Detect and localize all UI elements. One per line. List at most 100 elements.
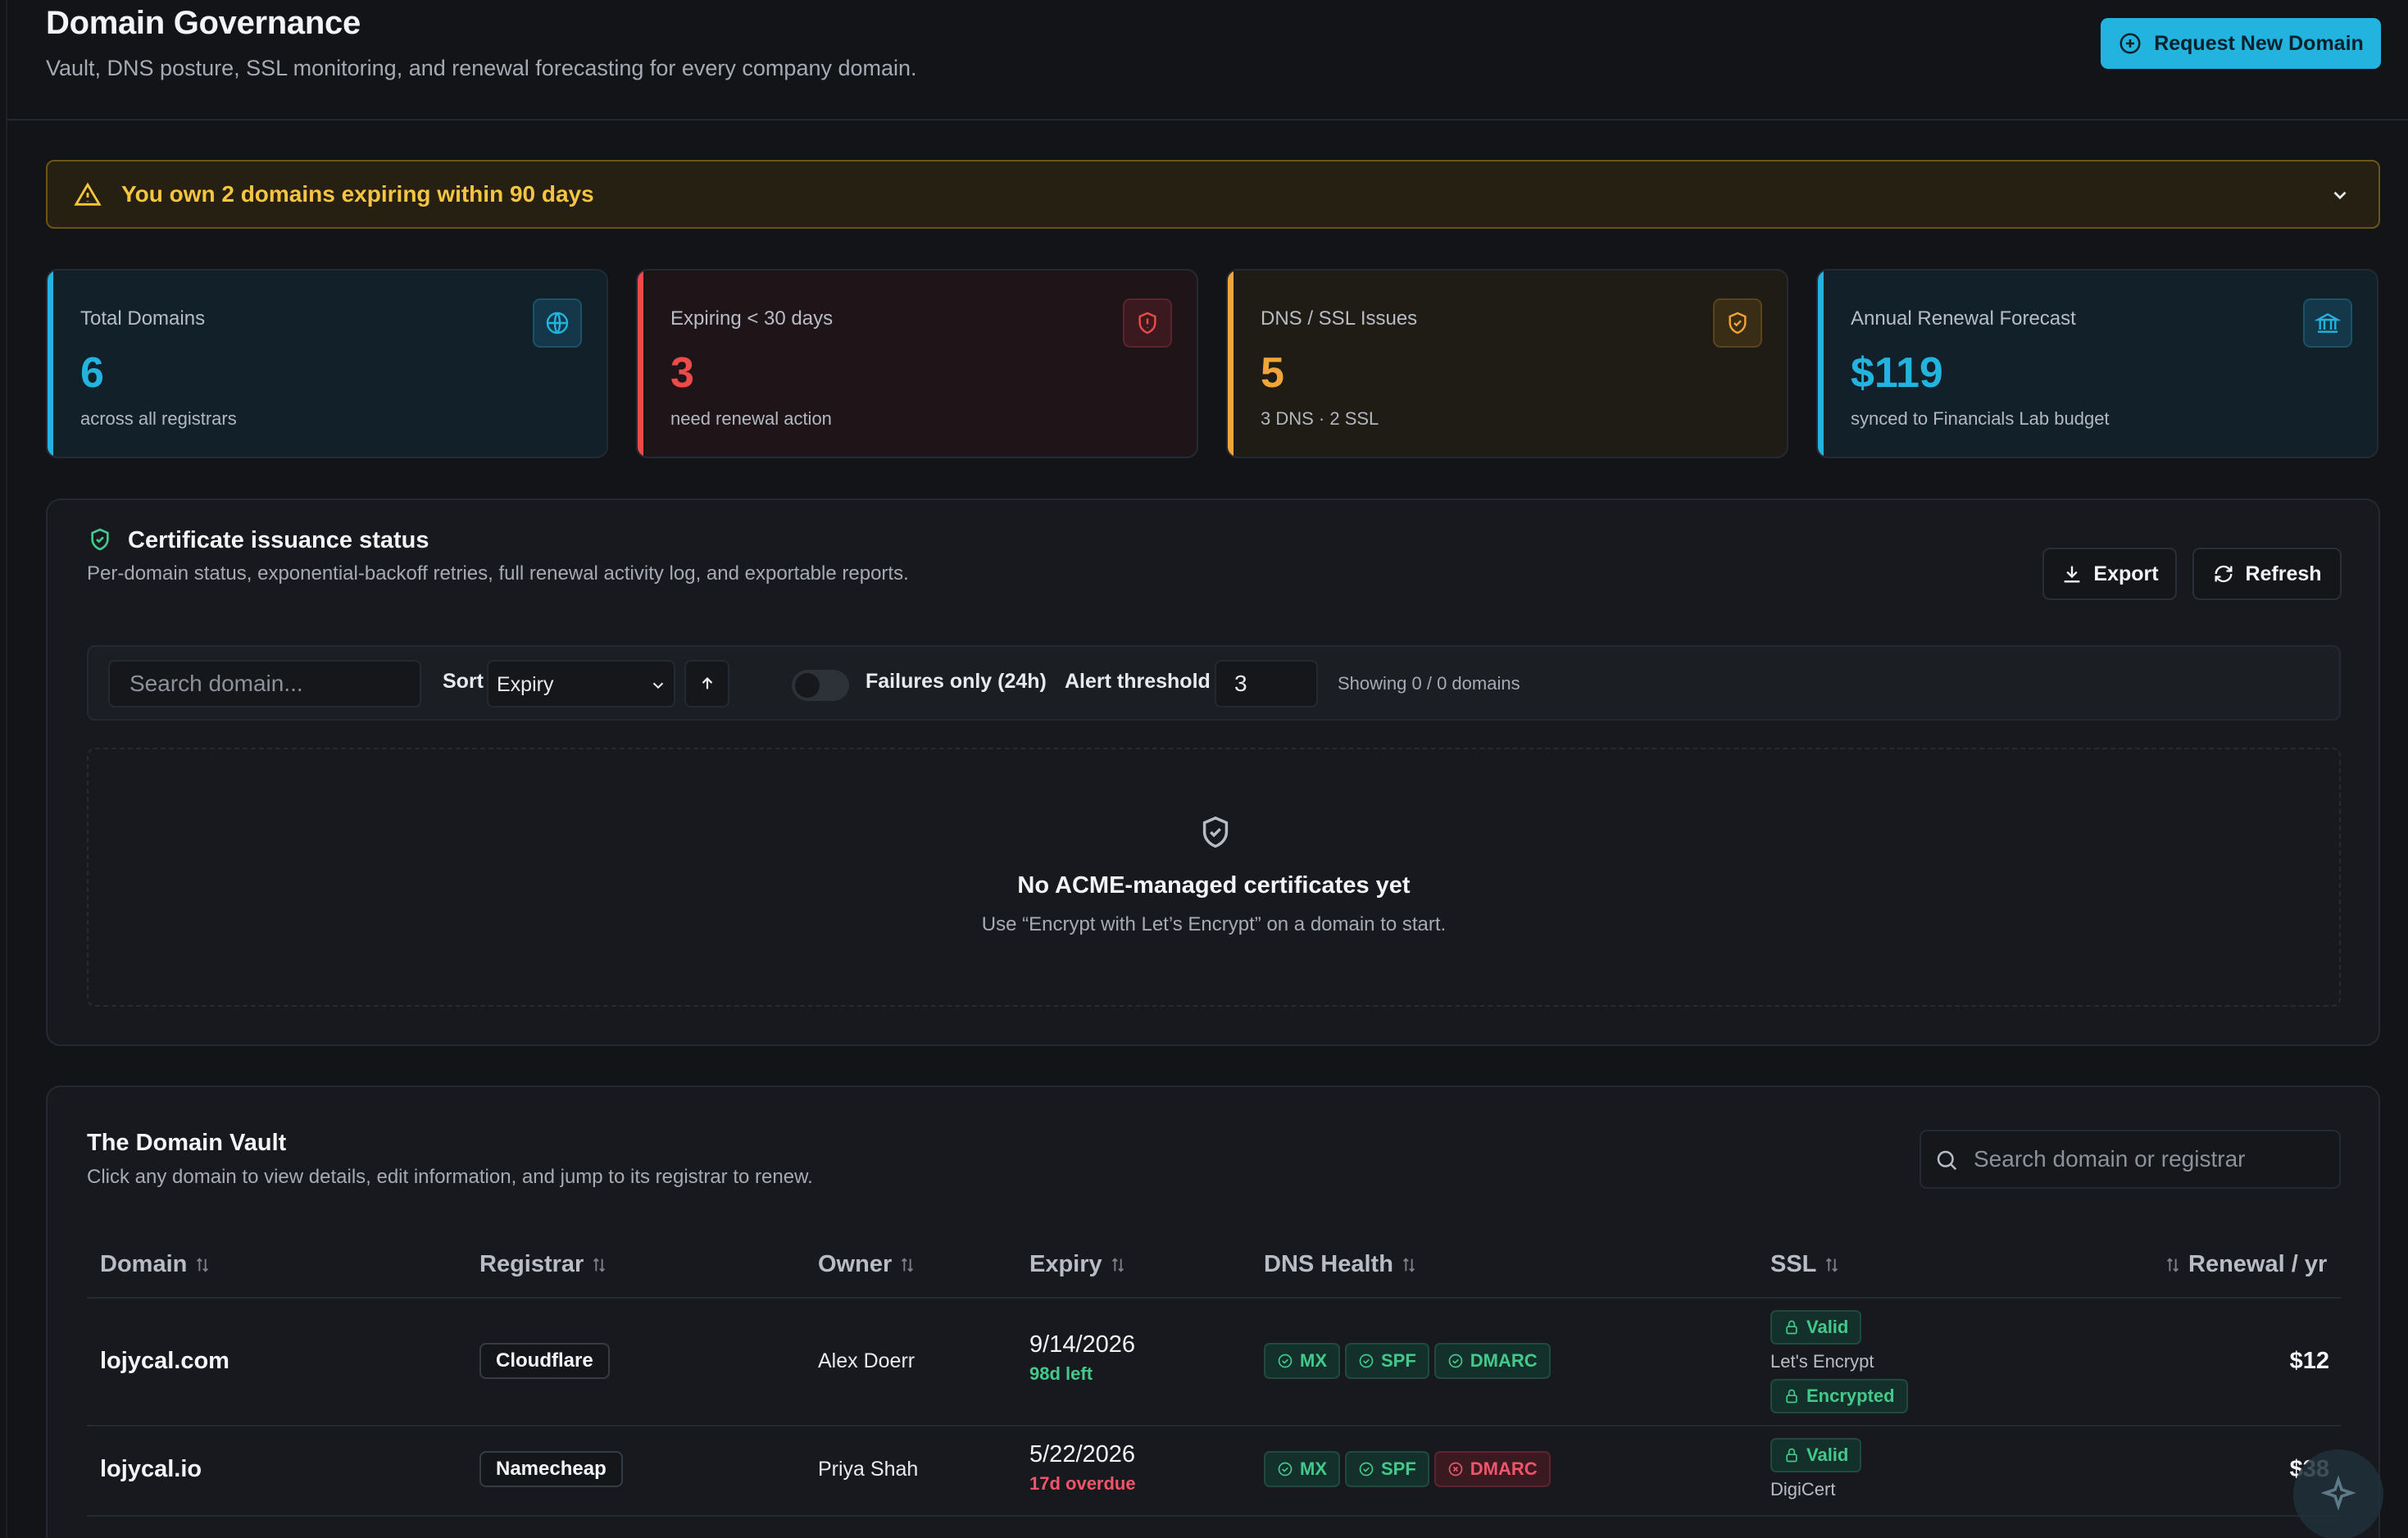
chip-label: MX bbox=[1300, 1350, 1327, 1371]
column-header-renewal[interactable]: Renewal / yr bbox=[2164, 1251, 2327, 1278]
stat-value: 5 bbox=[1261, 349, 1284, 397]
stat-card-expiring: Expiring < 30 days 3 need renewal action bbox=[636, 269, 1198, 458]
column-header-registrar[interactable]: Registrar bbox=[479, 1251, 608, 1278]
shield-check-icon bbox=[1202, 816, 1229, 849]
warning-icon bbox=[74, 182, 102, 206]
lock-icon bbox=[1786, 1389, 1797, 1404]
assistant-fab-button[interactable] bbox=[2293, 1449, 2383, 1538]
row-2-domain[interactable]: lojycal.io bbox=[100, 1456, 202, 1482]
stat-value: 6 bbox=[80, 349, 104, 397]
alert-threshold-label: Alert threshold bbox=[1065, 670, 1211, 693]
ssl-valid-badge: Valid bbox=[1770, 1438, 1862, 1472]
sparkle-icon bbox=[2320, 1475, 2356, 1511]
chip-label: MX bbox=[1300, 1458, 1327, 1479]
expiry-date: 9/14/2026 bbox=[1029, 1331, 1136, 1358]
row-1-renewal: $12 bbox=[2289, 1348, 2329, 1374]
showing-count: Showing 0 / 0 domains bbox=[1338, 673, 1520, 694]
page-header: Domain Governance Vault, DNS posture, SS… bbox=[7, 0, 2408, 121]
stat-value: 3 bbox=[670, 349, 694, 397]
row-2-expiry: 5/22/2026 17d overdue bbox=[1029, 1441, 1136, 1495]
column-header-dns-health[interactable]: DNS Health bbox=[1264, 1251, 1418, 1278]
column-header-owner[interactable]: Owner bbox=[818, 1251, 916, 1278]
refresh-button[interactable]: Refresh bbox=[2192, 548, 2342, 600]
sort-icon bbox=[2166, 1257, 2179, 1272]
empty-state: No ACME-managed certificates yet Use “En… bbox=[87, 748, 2341, 1007]
column-header-ssl[interactable]: SSL bbox=[1770, 1251, 1841, 1278]
dns-dmarc-chip: DMARC bbox=[1433, 1343, 1551, 1379]
bank-icon bbox=[2303, 298, 2352, 348]
cert-panel-subtitle: Per-domain status, exponential-backoff r… bbox=[87, 562, 909, 585]
chip-label: SPF bbox=[1381, 1350, 1416, 1371]
dns-spf-chip: SPF bbox=[1345, 1343, 1429, 1379]
expiry-date: 5/22/2026 bbox=[1029, 1441, 1136, 1467]
sort-icon bbox=[1826, 1257, 1838, 1272]
dns-mx-chip: MX bbox=[1264, 1343, 1340, 1379]
chip-label: SPF bbox=[1381, 1458, 1416, 1479]
stat-label: Annual Renewal Forecast bbox=[1851, 307, 2076, 330]
request-new-domain-button[interactable]: Request New Domain bbox=[2101, 18, 2381, 69]
column-label: Registrar bbox=[479, 1251, 584, 1277]
sort-select[interactable]: Expiry bbox=[487, 660, 675, 708]
failures-only-toggle[interactable] bbox=[792, 670, 849, 701]
stat-card-dns-ssl-issues: DNS / SSL Issues 5 3 DNS · 2 SSL bbox=[1226, 269, 1788, 458]
shield-check-icon bbox=[91, 528, 109, 551]
sort-direction-button[interactable] bbox=[684, 660, 729, 708]
search-icon bbox=[1937, 1150, 1957, 1171]
stat-value: $119 bbox=[1851, 349, 1943, 397]
ssl-encrypted-badge: Encrypted bbox=[1770, 1379, 1908, 1413]
stat-desc: across all registrars bbox=[80, 408, 237, 429]
dns-dmarc-chip: DMARC bbox=[1433, 1451, 1551, 1487]
domain-search-input[interactable] bbox=[108, 660, 421, 708]
export-button[interactable]: Export bbox=[2042, 548, 2177, 600]
cert-panel-title: Certificate issuance status bbox=[128, 527, 429, 553]
expiry-note: 17d overdue bbox=[1029, 1473, 1136, 1494]
row-1-domain[interactable]: lojycal.com bbox=[100, 1348, 229, 1374]
check-circle-icon bbox=[1359, 1354, 1374, 1368]
page-title: Domain Governance bbox=[46, 5, 361, 41]
column-header-domain[interactable]: Domain bbox=[100, 1251, 211, 1278]
vault-subtitle: Click any domain to view details, edit i… bbox=[87, 1166, 813, 1188]
certificate-status-panel: Certificate issuance status Per-domain s… bbox=[46, 498, 2380, 1046]
ssl-valid-badge: Valid bbox=[1770, 1310, 1862, 1345]
stat-desc: synced to Financials Lab budget bbox=[1851, 408, 2110, 429]
arrow-up-icon bbox=[702, 677, 712, 689]
empty-state-title: No ACME-managed certificates yet bbox=[1017, 872, 1411, 899]
request-new-domain-label: Request New Domain bbox=[2154, 31, 2364, 55]
expiry-alert-banner[interactable]: You own 2 domains expiring within 90 day… bbox=[46, 160, 2380, 229]
sort-icon bbox=[902, 1257, 914, 1272]
globe-icon bbox=[533, 298, 582, 348]
refresh-icon bbox=[2215, 565, 2233, 583]
ssl-issuer: DigiCert bbox=[1770, 1479, 1836, 1499]
stat-label: Total Domains bbox=[80, 307, 206, 330]
chevron-down-icon bbox=[652, 682, 664, 689]
row-1-registrar-chip[interactable]: Cloudflare bbox=[479, 1343, 610, 1379]
ssl-status-label: Valid bbox=[1806, 1445, 1849, 1465]
row-1-owner: Alex Doerr bbox=[818, 1349, 915, 1372]
stat-label: DNS / SSL Issues bbox=[1261, 307, 1418, 330]
check-circle-icon bbox=[1278, 1354, 1293, 1368]
sort-icon bbox=[1402, 1257, 1415, 1272]
vault-title: The Domain Vault bbox=[87, 1130, 287, 1156]
stat-desc: 3 DNS · 2 SSL bbox=[1261, 408, 1379, 429]
alert-threshold-input[interactable] bbox=[1215, 660, 1318, 708]
ssl-issuer: Let's Encrypt bbox=[1770, 1351, 1874, 1372]
cert-filter-bar: Sort Expiry Failures only (24h) Alert th… bbox=[87, 645, 2341, 721]
domain-vault-panel: The Domain Vault Click any domain to vie… bbox=[46, 1085, 2380, 1538]
row-divider bbox=[87, 1515, 2341, 1517]
dns-mx-chip: MX bbox=[1264, 1451, 1340, 1487]
row-2-owner: Priya Shah bbox=[818, 1458, 919, 1481]
row-1-dns-chips: MX SPF DMARC bbox=[1264, 1343, 1551, 1379]
x-circle-icon bbox=[1448, 1462, 1463, 1477]
lock-icon bbox=[1786, 1448, 1797, 1463]
shield-check-icon bbox=[1713, 298, 1762, 348]
column-header-expiry[interactable]: Expiry bbox=[1029, 1251, 1127, 1278]
column-label: Owner bbox=[818, 1251, 893, 1277]
chevron-down-icon[interactable] bbox=[2329, 184, 2351, 206]
empty-state-subtitle: Use “Encrypt with Let’s Encrypt” on a do… bbox=[981, 913, 1447, 935]
vault-search-input[interactable] bbox=[1974, 1140, 2326, 1179]
vault-search[interactable] bbox=[1920, 1130, 2341, 1189]
chip-label: DMARC bbox=[1470, 1458, 1538, 1479]
row-2-registrar-chip[interactable]: Namecheap bbox=[479, 1451, 623, 1487]
ssl-extra-label: Encrypted bbox=[1806, 1386, 1895, 1406]
failures-only-label: Failures only (24h) bbox=[866, 670, 1047, 693]
